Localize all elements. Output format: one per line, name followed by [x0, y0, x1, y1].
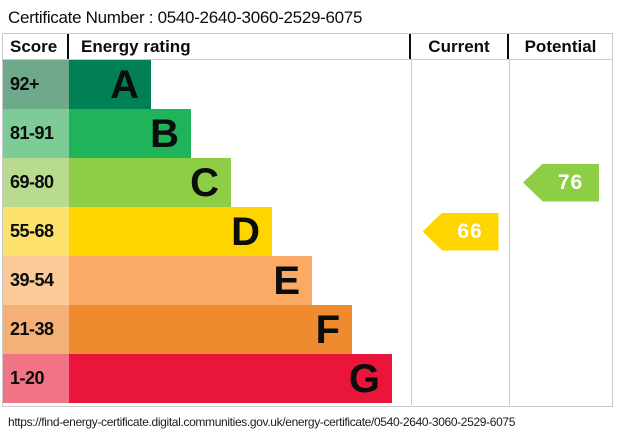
score-range-e: 39-54 — [3, 256, 69, 305]
rating-bar-e: E — [69, 256, 312, 305]
band-row-b: 81-91 B — [3, 109, 612, 158]
header-current: Current — [411, 34, 509, 59]
current-rating-column: 66 — [412, 60, 509, 405]
potential-rating-arrow: 76 — [523, 163, 599, 202]
column-divider-rating-current — [411, 60, 412, 405]
score-range-d: 55-68 — [3, 207, 69, 256]
potential-rating-value: 76 — [557, 170, 584, 194]
rating-bar-a: A — [69, 60, 151, 109]
bands: 92+ A 81-91 B 69-80 C 55-68 D 39-54 E 21-38 F 1-20 G — [3, 60, 612, 403]
rating-bar-d: D — [69, 207, 272, 256]
rating-bar-b: B — [69, 109, 191, 158]
band-row-f: 21-38 F — [3, 305, 612, 354]
header-energy-rating: Energy rating — [69, 34, 411, 59]
rating-bar-g: G — [69, 354, 392, 403]
current-rating-value: 66 — [457, 219, 483, 243]
band-row-e: 39-54 E — [3, 256, 612, 305]
rating-bar-c: C — [69, 158, 231, 207]
header-score: Score — [3, 34, 69, 59]
rating-bands-area: 92+ A 81-91 B 69-80 C 55-68 D 39-54 E 21-38 F 1-20 G … — [3, 60, 612, 405]
column-divider-current-potential — [509, 60, 510, 405]
score-range-c: 69-80 — [3, 158, 69, 207]
band-row-a: 92+ A — [3, 60, 612, 109]
band-row-c: 69-80 C — [3, 158, 612, 207]
score-range-b: 81-91 — [3, 109, 69, 158]
header-potential: Potential — [524, 36, 597, 56]
score-range-f: 21-38 — [3, 305, 69, 354]
certificate-number-title: Certificate Number : 0540-2640-3060-2529… — [8, 8, 363, 27]
potential-rating-column: 76 — [510, 60, 612, 405]
rating-bar-f: F — [69, 305, 352, 354]
epc-rating-table: Score Energy rating Current Potential 92… — [2, 33, 613, 407]
score-range-a: 92+ — [3, 60, 69, 109]
table-header-row: Score Energy rating Current Potential — [3, 34, 612, 60]
band-row-g: 1-20 G — [3, 354, 612, 403]
score-range-g: 1-20 — [3, 354, 69, 403]
band-row-d: 55-68 D — [3, 207, 612, 256]
certificate-url: https://find-energy-certificate.digital.… — [8, 415, 516, 429]
current-rating-arrow: 66 — [422, 212, 499, 251]
